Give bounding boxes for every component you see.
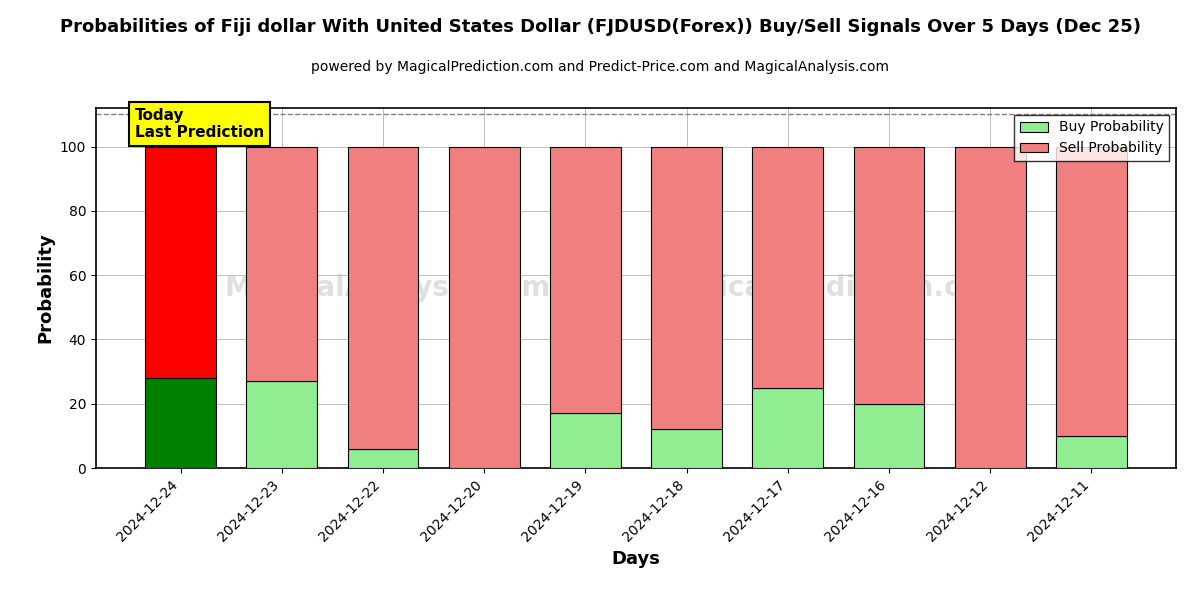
Bar	[348, 449, 419, 468]
Bar	[145, 378, 216, 468]
Bar	[550, 146, 620, 413]
Bar	[1056, 436, 1127, 468]
Bar	[652, 146, 722, 430]
Bar	[246, 381, 317, 468]
Bar	[246, 146, 317, 381]
Bar	[145, 146, 216, 378]
Text: Probabilities of Fiji dollar With United States Dollar (FJDUSD(Forex)) Buy/Sell : Probabilities of Fiji dollar With United…	[60, 18, 1140, 36]
Bar	[652, 430, 722, 468]
Bar	[752, 388, 823, 468]
Text: MagicalAnalysis.com: MagicalAnalysis.com	[224, 274, 551, 302]
Bar	[853, 146, 924, 404]
Bar	[449, 146, 520, 468]
Text: Today
Last Prediction: Today Last Prediction	[134, 108, 264, 140]
Text: powered by MagicalPrediction.com and Predict-Price.com and MagicalAnalysis.com: powered by MagicalPrediction.com and Pre…	[311, 60, 889, 74]
Bar	[853, 404, 924, 468]
Text: MagicalPrediction.com: MagicalPrediction.com	[652, 274, 1009, 302]
Legend: Buy Probability, Sell Probability: Buy Probability, Sell Probability	[1014, 115, 1169, 161]
Bar	[550, 413, 620, 468]
Bar	[1056, 146, 1127, 436]
Bar	[752, 146, 823, 388]
X-axis label: Days: Days	[612, 550, 660, 568]
Bar	[348, 146, 419, 449]
Bar	[955, 146, 1026, 468]
Y-axis label: Probability: Probability	[36, 233, 54, 343]
